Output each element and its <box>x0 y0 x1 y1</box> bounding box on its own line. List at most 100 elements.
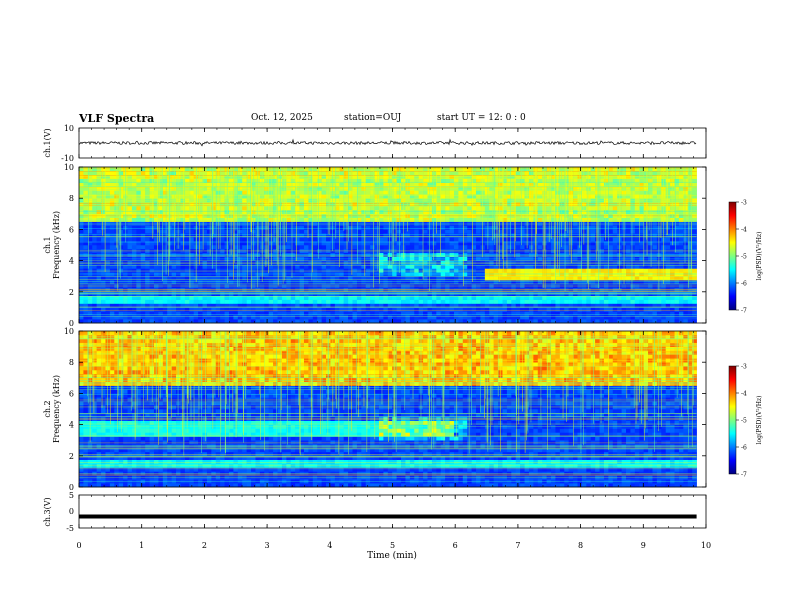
spectrogram-cell <box>206 229 212 234</box>
spectrogram-cell <box>79 209 84 215</box>
spectrogram-cell <box>334 174 340 179</box>
spectrogram-cell <box>533 319 539 324</box>
spectrogram-cell <box>533 276 539 281</box>
spectrogram-cell <box>131 167 137 172</box>
spectrogram-cell <box>458 178 464 183</box>
spectrogram-cell <box>498 268 503 273</box>
spectrogram-cell <box>162 178 168 183</box>
spectrogram-cell <box>140 260 146 265</box>
spectrogram-cell <box>158 225 164 230</box>
spectrogram-cell <box>136 280 142 285</box>
spectrogram-cell <box>286 221 292 226</box>
spectrogram-cell <box>184 315 190 320</box>
spectrogram-cell <box>445 174 450 179</box>
spectrogram-cell <box>118 319 124 324</box>
spectrogram-cell <box>608 280 614 285</box>
spectrogram-cell <box>153 170 159 176</box>
spectrogram-cell <box>348 194 353 199</box>
spectrogram-cell <box>361 209 367 215</box>
spectrogram-cell <box>184 167 190 172</box>
spectrogram-cell <box>361 174 367 179</box>
spectrogram-cell <box>590 182 596 187</box>
spectrogram-cell <box>180 272 186 277</box>
spectrogram-cell <box>330 319 336 324</box>
spectrogram-cell <box>105 194 111 199</box>
spectrogram-cell <box>361 206 367 211</box>
spectrogram-cell <box>251 311 256 316</box>
spectrogram-cell <box>96 186 102 191</box>
spectrogram-cell <box>493 276 499 281</box>
spectrogram-cell <box>246 202 252 207</box>
spectrogram-cell <box>334 225 340 230</box>
spectrogram-cell <box>149 202 155 207</box>
spectrogram-cell <box>189 182 194 187</box>
spectrogram-cell <box>343 237 349 242</box>
spectrogram-cell <box>449 280 455 285</box>
spectrogram-cell <box>149 237 155 242</box>
spectrogram-cell <box>237 174 243 179</box>
spectrogram-cell <box>568 311 574 316</box>
spectrogram-cell <box>586 190 592 195</box>
spectrogram-cell <box>303 167 309 172</box>
spectrogram-cell <box>211 245 217 250</box>
spectrogram-cell <box>326 260 331 265</box>
spectrogram-cell <box>308 217 314 222</box>
spectrogram-cell <box>259 303 265 308</box>
spectrogram-cell <box>264 233 269 238</box>
spectrogram-cell <box>462 178 468 183</box>
spectrogram-cell <box>498 241 503 246</box>
spectrogram-cell <box>396 307 402 312</box>
spectrogram-cell <box>608 229 614 234</box>
spectrogram-cell <box>123 307 128 312</box>
spectrogram-cell <box>370 280 375 285</box>
spectrogram-cell <box>520 307 525 312</box>
spectrogram-cell <box>246 272 252 277</box>
spectrogram-cell <box>343 217 349 222</box>
spectrogram-cell <box>528 217 534 222</box>
spectrogram-cell <box>158 299 164 304</box>
spectrogram-cell <box>321 260 327 265</box>
spectrogram-cell <box>87 295 93 300</box>
spectrogram-cell <box>290 280 296 285</box>
spectrogram-cell <box>101 264 106 269</box>
spectrogram-cell <box>136 252 142 257</box>
spectrogram-cell <box>255 315 261 320</box>
spectrogram-cell <box>612 233 618 238</box>
spectrogram-cell <box>136 206 142 211</box>
spectrogram-cell <box>162 167 168 172</box>
spectrogram-cell <box>321 272 327 277</box>
spectrogram-cell <box>127 237 133 242</box>
spectrogram-cell <box>158 206 164 211</box>
spectrogram-cell <box>392 233 397 238</box>
spectrogram-cell <box>105 237 111 242</box>
spectrogram-cell <box>621 311 627 316</box>
spectrogram-cell <box>145 229 150 234</box>
spectrogram-cell <box>326 268 331 273</box>
spectrogram-cell <box>105 178 111 183</box>
spectrogram-cell <box>387 206 393 211</box>
spectrogram-cell <box>153 167 159 172</box>
spectrogram-cell <box>374 315 380 320</box>
spectrogram-cell <box>286 209 292 215</box>
spectrogram-cell <box>123 217 128 222</box>
spectrogram-cell <box>533 280 539 285</box>
spectrogram-cell <box>92 241 97 246</box>
spectrogram-cell <box>206 190 212 195</box>
spectrogram-cell <box>551 307 556 312</box>
spectrogram-cell <box>127 182 133 187</box>
spectrogram-cell <box>471 186 477 191</box>
spectrogram-cell <box>573 272 578 277</box>
spectrogram-cell <box>237 260 243 265</box>
spectrogram-cell <box>414 307 419 312</box>
spectrogram-cell <box>211 241 217 246</box>
spectrogram-cell <box>617 299 622 304</box>
spectrogram-cell <box>334 245 340 250</box>
spectrogram-cell <box>453 186 459 191</box>
spectrogram-cell <box>198 190 203 195</box>
spectrogram-cell <box>551 280 556 285</box>
spectrogram-cell <box>599 237 605 242</box>
spectrogram-cell <box>506 182 512 187</box>
spectrogram-cell <box>361 252 367 257</box>
spectrogram-cell <box>127 276 133 281</box>
spectrogram-cell <box>136 229 142 234</box>
